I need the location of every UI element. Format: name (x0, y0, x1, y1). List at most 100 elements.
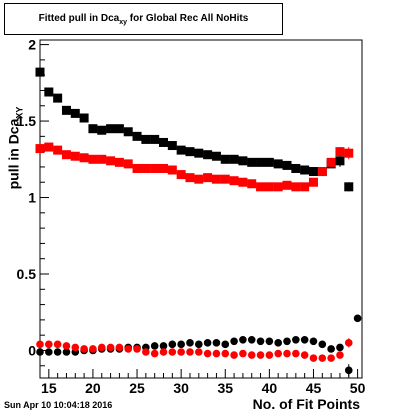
data-point-square (159, 163, 169, 173)
data-point-circle (318, 340, 327, 349)
data-point-circle (186, 348, 194, 356)
data-point-square (123, 159, 133, 169)
data-point-square (70, 108, 80, 118)
data-point-circle (194, 348, 203, 356)
plot-frame (39, 39, 363, 379)
data-point-circle (45, 348, 53, 356)
data-point-square (141, 163, 151, 173)
data-point-circle (292, 335, 300, 344)
data-point-square (141, 134, 151, 144)
data-point-square (61, 105, 71, 115)
data-point-square (247, 157, 257, 167)
data-point-square (238, 156, 248, 166)
data-point-square (79, 153, 89, 163)
data-point-square (97, 125, 107, 135)
data-point-circle (309, 354, 318, 362)
data-point-square (211, 174, 221, 184)
data-point-circle (159, 348, 168, 356)
data-point-circle (124, 345, 133, 353)
data-point-circle (142, 348, 150, 356)
data-point-circle (230, 351, 238, 359)
x-tick-label: 35 (217, 380, 233, 396)
data-point-circle (274, 349, 282, 358)
data-point-circle (221, 340, 230, 349)
data-point-square (203, 150, 213, 160)
data-point-square (61, 150, 71, 160)
title-box: Fitted pull in Dcaxy for Global Rec All … (4, 3, 283, 35)
data-point-circle (194, 340, 203, 349)
data-point-square (106, 156, 116, 166)
data-point-circle (265, 351, 274, 359)
title-rest: for Global Rec All NoHits (127, 13, 249, 24)
data-point-circle (203, 349, 212, 358)
title-subscript: xy (119, 19, 128, 26)
data-point-square (247, 179, 257, 189)
y-tick-label: 1 (28, 190, 36, 206)
data-point-square (282, 160, 292, 170)
datestamp: Sun Apr 10 10:04:18 2016 (4, 400, 113, 410)
data-point-circle (53, 340, 62, 349)
data-point-square (291, 163, 301, 173)
y-tick-label: 0.5 (17, 266, 37, 282)
data-point-circle (283, 349, 291, 358)
data-point-square (185, 147, 195, 157)
x-tick-label: 45 (306, 380, 322, 396)
data-point-circle (300, 351, 309, 359)
data-point-circle (256, 351, 265, 359)
x-axis-label: No. of Fit Points (252, 396, 360, 412)
data-point-square (256, 182, 266, 192)
data-point-circle (283, 337, 291, 346)
data-point-square (229, 154, 239, 164)
x-tick-label: 15 (41, 380, 57, 396)
data-point-square (194, 148, 204, 158)
data-point-square (176, 145, 186, 155)
data-point-square (150, 163, 160, 173)
data-point-square (264, 182, 274, 192)
data-point-square (88, 124, 98, 134)
data-point-square (256, 157, 266, 167)
data-point-circle (247, 351, 256, 359)
data-point-square (88, 154, 98, 164)
data-point-square (79, 113, 89, 123)
data-point-circle (168, 348, 177, 356)
data-point-square (132, 131, 142, 141)
data-point-circle (159, 342, 168, 350)
data-point-square (220, 154, 230, 164)
data-point-square (238, 177, 248, 187)
data-point-circle (265, 337, 274, 346)
data-point-square (132, 163, 142, 173)
data-point-square (44, 87, 54, 97)
data-point-circle (115, 343, 124, 352)
data-point-circle (327, 345, 335, 353)
data-point-square (114, 124, 124, 134)
data-point-circle (203, 339, 212, 347)
data-point-square (159, 137, 169, 147)
data-point-circle (150, 342, 159, 350)
data-point-square (70, 151, 80, 161)
data-point-circle (336, 343, 344, 352)
data-point-circle (221, 349, 230, 358)
data-point-square (106, 124, 116, 134)
x-tick-label: 30 (173, 380, 189, 396)
data-point-square (282, 180, 292, 190)
data-point-circle (327, 354, 335, 362)
data-point-circle (89, 345, 97, 353)
data-point-square (53, 93, 63, 103)
data-point-square (291, 182, 301, 192)
data-point-circle (133, 345, 141, 353)
data-point-square (211, 151, 221, 161)
y-tick-label: 1.5 (17, 113, 37, 129)
data-point-circle (53, 348, 62, 356)
title-main: Fitted pull in Dca (38, 13, 120, 24)
chart-title: Fitted pull in Dcaxy for Global Rec All … (5, 13, 282, 26)
data-point-square (308, 167, 318, 177)
y-tick-label: 2 (28, 37, 36, 53)
x-tick-label: 40 (262, 380, 278, 396)
data-point-square (123, 127, 133, 137)
data-point-circle (62, 342, 71, 350)
data-point-square (264, 157, 274, 167)
data-point-circle (300, 335, 309, 344)
data-point-circle (36, 348, 44, 356)
data-point-circle (239, 349, 247, 358)
data-point-square (53, 145, 63, 155)
